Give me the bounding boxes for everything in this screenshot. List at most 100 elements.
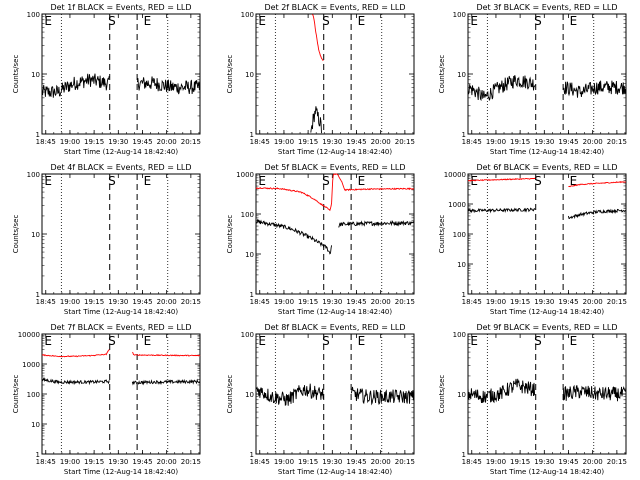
x-tick-label: 20:00: [157, 458, 177, 466]
y-tick-label: 1: [462, 131, 466, 139]
y-tick-label: 100: [27, 391, 40, 399]
x-tick-label: 19:30: [108, 458, 128, 466]
y-tick-label: 10: [245, 71, 254, 79]
annotation-letter: E: [470, 334, 478, 348]
x-tick-label: 20:00: [371, 138, 391, 146]
events-series-line: [41, 377, 201, 386]
y-tick-label: 100: [453, 331, 466, 339]
y-tick-label: 100: [453, 231, 466, 239]
plot-frame: [41, 13, 201, 135]
y-tick-label: 100: [241, 211, 254, 219]
x-axis-label: Start Time (12-Aug-14 18:42:40): [64, 148, 178, 156]
x-tick-label: 19:15: [510, 138, 530, 146]
plot-panel: Det 6f BLACK = Events, RED = LLD Counts/s…: [438, 163, 627, 316]
x-tick-label: 20:15: [395, 298, 415, 306]
x-tick-label: 18:45: [250, 138, 270, 146]
plot-panel: Det 9f BLACK = Events, RED = LLD Counts/s…: [438, 323, 627, 476]
plot-frame: [41, 333, 201, 455]
x-tick-label: 18:45: [36, 458, 56, 466]
x-tick-label: 19:30: [322, 458, 342, 466]
lld-series-line: [41, 349, 201, 358]
lld-series-line: [255, 173, 415, 212]
x-tick-label: 20:15: [607, 458, 627, 466]
plot-panel: Det 3f BLACK = Events, RED = LLD Counts/s…: [438, 3, 627, 156]
x-axis-label: Start Time (12-Aug-14 18:42:40): [64, 468, 178, 476]
y-tick-label: 1: [462, 451, 466, 459]
annotation-letter: S: [108, 14, 116, 28]
plot-panel: Det 8f BLACK = Events, RED = LLD Counts/s…: [226, 323, 415, 476]
x-tick-label: 19:00: [274, 138, 294, 146]
lld-series-line: [312, 14, 324, 62]
annotation-letter: S: [534, 334, 542, 348]
y-tick-label: 10: [31, 231, 40, 239]
events-series-line: [255, 383, 415, 406]
x-tick-label: 19:45: [346, 298, 366, 306]
annotation-letter: S: [108, 174, 116, 188]
x-tick-label: 19:30: [534, 458, 554, 466]
x-tick-label: 20:00: [157, 138, 177, 146]
y-tick-label: 1: [250, 131, 254, 139]
x-tick-label: 19:45: [346, 138, 366, 146]
x-tick-label: 20:00: [371, 458, 391, 466]
x-axis-label: Start Time (12-Aug-14 18:42:40): [278, 308, 392, 316]
plot-title: Det 1f BLACK = Events, RED = LLD: [50, 3, 191, 12]
y-tick-label: 100: [27, 11, 40, 19]
annotation-letter: S: [534, 174, 542, 188]
y-axis-label: Counts/sec: [438, 215, 446, 254]
x-tick-label: 19:30: [108, 298, 128, 306]
x-tick-label: 19:15: [298, 458, 318, 466]
plot-panel: Det 4f BLACK = Events, RED = LLD Counts/s…: [12, 163, 201, 316]
plot-title: Det 3f BLACK = Events, RED = LLD: [476, 3, 617, 12]
y-axis-label: Counts/sec: [12, 375, 20, 414]
plot-frame: [255, 173, 415, 295]
y-tick-label: 1: [462, 291, 466, 299]
annotation-letter: E: [144, 334, 152, 348]
plot-title: Det 9f BLACK = Events, RED = LLD: [476, 323, 617, 332]
y-tick-label: 10: [31, 421, 40, 429]
plot-frame: [41, 173, 201, 295]
x-tick-label: 18:45: [250, 298, 270, 306]
x-tick-label: 19:00: [60, 298, 80, 306]
annotation-letter: E: [470, 14, 478, 28]
plot-frame: [467, 173, 627, 295]
y-axis-label: Counts/sec: [438, 55, 446, 94]
annotation-letter: S: [322, 334, 330, 348]
x-tick-label: 19:30: [322, 138, 342, 146]
x-tick-label: 19:45: [132, 298, 152, 306]
x-tick-label: 18:45: [36, 138, 56, 146]
x-axis-label: Start Time (12-Aug-14 18:42:40): [278, 148, 392, 156]
x-tick-label: 20:00: [157, 298, 177, 306]
y-tick-label: 1: [250, 451, 254, 459]
lld-series-line: [467, 177, 626, 188]
y-tick-label: 1: [36, 291, 40, 299]
events-series-line: [467, 75, 627, 102]
plot-title: Det 8f BLACK = Events, RED = LLD: [264, 323, 405, 332]
x-tick-label: 19:00: [486, 298, 506, 306]
x-tick-label: 19:15: [510, 458, 530, 466]
annotation-letter: S: [322, 14, 330, 28]
annotation-letter: S: [108, 334, 116, 348]
x-tick-label: 20:15: [395, 458, 415, 466]
y-tick-label: 1000: [448, 201, 466, 209]
annotation-letter: E: [44, 14, 52, 28]
x-tick-label: 18:45: [462, 138, 482, 146]
x-tick-label: 19:30: [534, 138, 554, 146]
annotation-letter: E: [44, 334, 52, 348]
plot-panel: Det 1f BLACK = Events, RED = LLD Counts/s…: [12, 3, 201, 156]
x-axis-label: Start Time (12-Aug-14 18:42:40): [490, 148, 604, 156]
x-tick-label: 19:45: [132, 458, 152, 466]
plot-frame: [255, 333, 415, 455]
y-tick-label: 10: [457, 391, 466, 399]
plot-title: Det 4f BLACK = Events, RED = LLD: [50, 163, 191, 172]
events-series-line: [41, 73, 201, 98]
x-tick-label: 19:30: [108, 138, 128, 146]
plot-frame: [467, 13, 627, 135]
x-tick-label: 20:15: [181, 458, 201, 466]
events-series-line: [467, 378, 627, 404]
x-tick-label: 19:00: [60, 458, 80, 466]
y-tick-label: 10: [245, 251, 254, 259]
x-tick-label: 20:00: [371, 298, 391, 306]
x-axis-label: Start Time (12-Aug-14 18:42:40): [490, 308, 604, 316]
x-tick-label: 19:00: [486, 138, 506, 146]
y-tick-label: 100: [241, 11, 254, 19]
